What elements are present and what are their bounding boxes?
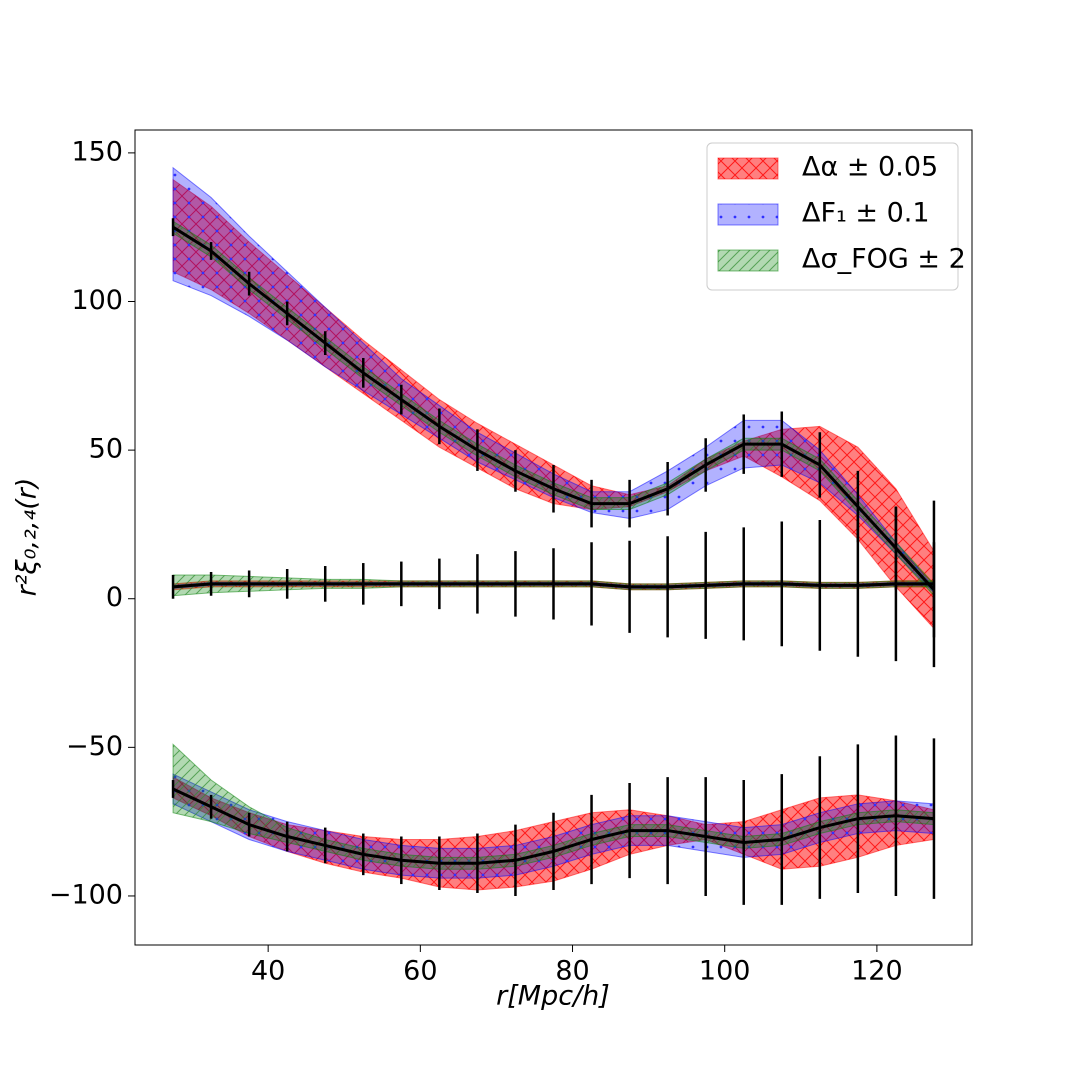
legend-swatch-hatch bbox=[718, 250, 778, 271]
plot-frame bbox=[134, 129, 973, 946]
line bbox=[172, 225, 936, 591]
x-tick-label: 40 bbox=[251, 956, 285, 987]
y-tick-label: 50 bbox=[89, 434, 123, 465]
x-tick-label: 120 bbox=[851, 956, 903, 987]
x-tick-label: 60 bbox=[403, 956, 437, 987]
x-axis-label: r[Mpc/h] bbox=[496, 981, 610, 1012]
y-axis-label: r²ξ₀,₂,₄(r) bbox=[12, 478, 43, 597]
y-tick-label: 0 bbox=[106, 582, 123, 613]
y-tick-label: 100 bbox=[71, 285, 123, 316]
x-tick-label: 100 bbox=[699, 956, 751, 987]
line bbox=[172, 787, 935, 865]
legend-label: ΔF₁ ± 0.1 bbox=[802, 198, 930, 229]
legend-swatch-hatch bbox=[718, 204, 778, 225]
legend-swatch-hatch bbox=[718, 158, 778, 179]
legend-label: Δσ_FOG ± 2 bbox=[802, 244, 966, 275]
x-tick-label: 80 bbox=[555, 956, 589, 987]
line bbox=[172, 582, 934, 589]
y-tick-label: −50 bbox=[66, 731, 123, 762]
y-tick-label: −100 bbox=[49, 879, 123, 910]
y-tick-label: 150 bbox=[71, 136, 123, 167]
legend-label: Δα ± 0.05 bbox=[802, 152, 938, 183]
